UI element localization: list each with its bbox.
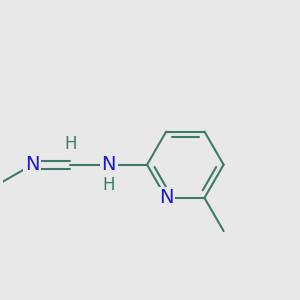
Text: N: N bbox=[159, 188, 173, 207]
Text: N: N bbox=[25, 155, 40, 174]
Text: N: N bbox=[101, 155, 116, 174]
Text: H: H bbox=[64, 135, 77, 153]
Text: H: H bbox=[103, 176, 115, 194]
